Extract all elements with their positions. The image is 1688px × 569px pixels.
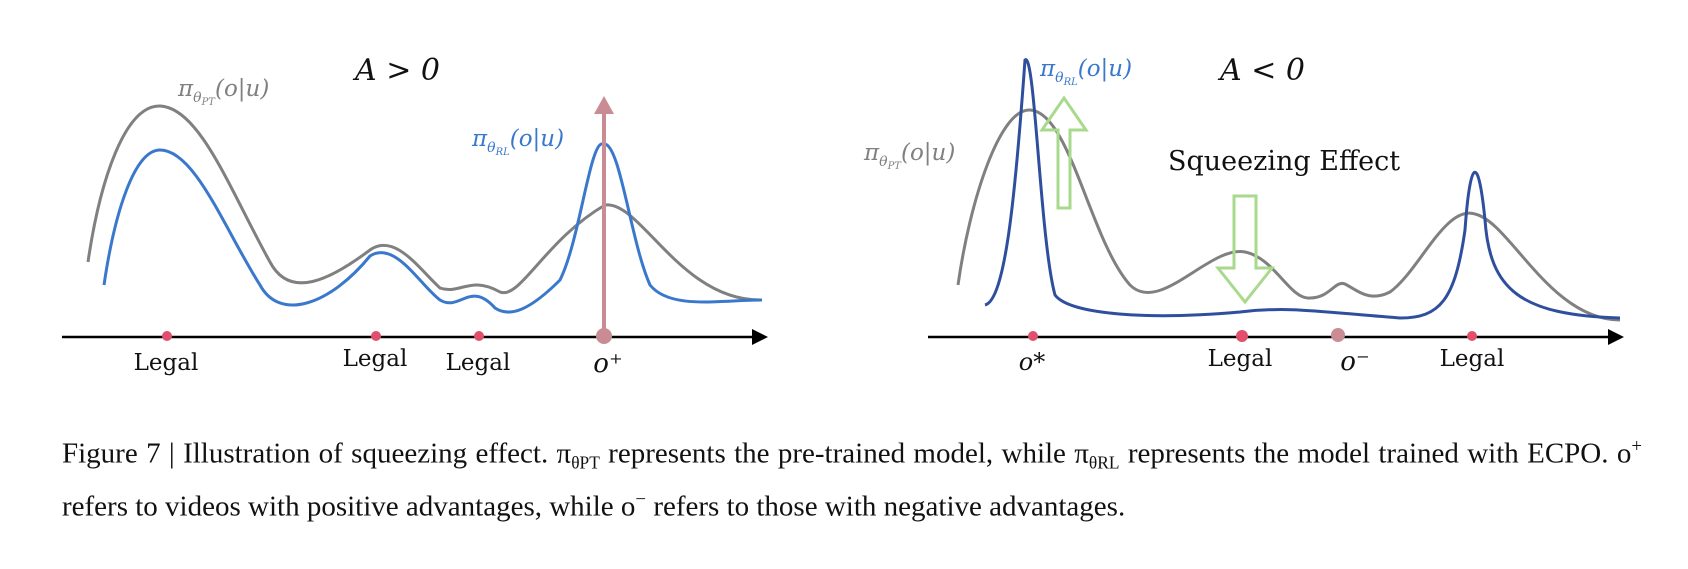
right-xlabel-o-star: o*	[1019, 348, 1045, 376]
left-o-plus-arrowhead	[594, 96, 614, 114]
left-xlabel-2: Legal	[343, 346, 408, 372]
left-pretrained-curve	[86, 104, 761, 302]
left-pt-label: πθPT(o|u)	[177, 76, 269, 108]
left-axis-arrowhead	[752, 329, 768, 345]
left-xlabel-1: Legal	[134, 350, 199, 376]
right-marker-legal-1	[1236, 330, 1248, 342]
caption-plus: +	[1631, 436, 1642, 457]
right-xlabel-legal-1: Legal	[1208, 346, 1273, 372]
right-marker-legal-2	[1467, 331, 1477, 341]
right-xlabel-o-minus: o⁻	[1340, 347, 1369, 377]
right-up-arrow	[1039, 95, 1089, 210]
caption-part-2: represents the pre-trained model, while …	[599, 437, 1089, 470]
right-marker-o-minus	[1331, 328, 1345, 342]
figure: Legal Legal Legal o⁺ A > 0 πθPT(o|u) πθR…	[62, 53, 1624, 379]
left-marker-2	[371, 331, 381, 341]
figure-svg: Legal Legal Legal o⁺ A > 0 πθPT(o|u) πθR…	[62, 53, 1624, 379]
right-rl-label: πθRL(o|u)	[1039, 56, 1132, 88]
left-marker-3	[474, 331, 484, 341]
left-rl-curve	[102, 142, 763, 314]
caption-part-4: refers to videos with positive advantage…	[62, 490, 636, 523]
right-marker-o-star	[1028, 331, 1038, 341]
caption-pt-sub: θPT	[571, 452, 600, 473]
caption-part-3: represents the model trained with ECPO. …	[1119, 437, 1632, 470]
caption-rl-sub: θRL	[1088, 452, 1120, 473]
figure-caption: Figure 7 | Illustration of squeezing eff…	[62, 428, 1642, 526]
right-rl-curve	[984, 58, 1621, 320]
left-rl-label: πθRL(o|u)	[471, 126, 564, 158]
caption-minus: −	[635, 489, 647, 511]
left-xlabel-3: Legal	[446, 350, 511, 376]
right-condition-label: A < 0	[1217, 53, 1305, 88]
left-panel: Legal Legal Legal o⁺ A > 0 πθPT(o|u) πθR…	[62, 53, 768, 379]
right-effect-label: Squeezing Effect	[1168, 146, 1400, 177]
right-axis-arrowhead	[1608, 329, 1624, 345]
left-condition-label: A > 0	[352, 53, 440, 88]
caption-part-5: refers to those with negative advantages…	[646, 490, 1126, 523]
left-marker-1	[162, 331, 172, 341]
caption-part-1: Figure 7 | Illustration of squeezing eff…	[62, 437, 572, 470]
right-pretrained-curve	[956, 108, 1621, 322]
left-marker-o-plus	[596, 328, 612, 344]
caption-text: Figure 7 | Illustration of squeezing eff…	[62, 428, 1642, 526]
left-xlabel-o-plus: o⁺	[593, 349, 622, 379]
right-squeeze-arrow	[1214, 194, 1276, 305]
right-pt-label: πθPT(o|u)	[863, 140, 955, 172]
right-panel: o* Legal o⁻ Legal A < 0 Squeezing Effect…	[863, 53, 1624, 377]
right-xlabel-legal-2: Legal	[1440, 346, 1505, 372]
